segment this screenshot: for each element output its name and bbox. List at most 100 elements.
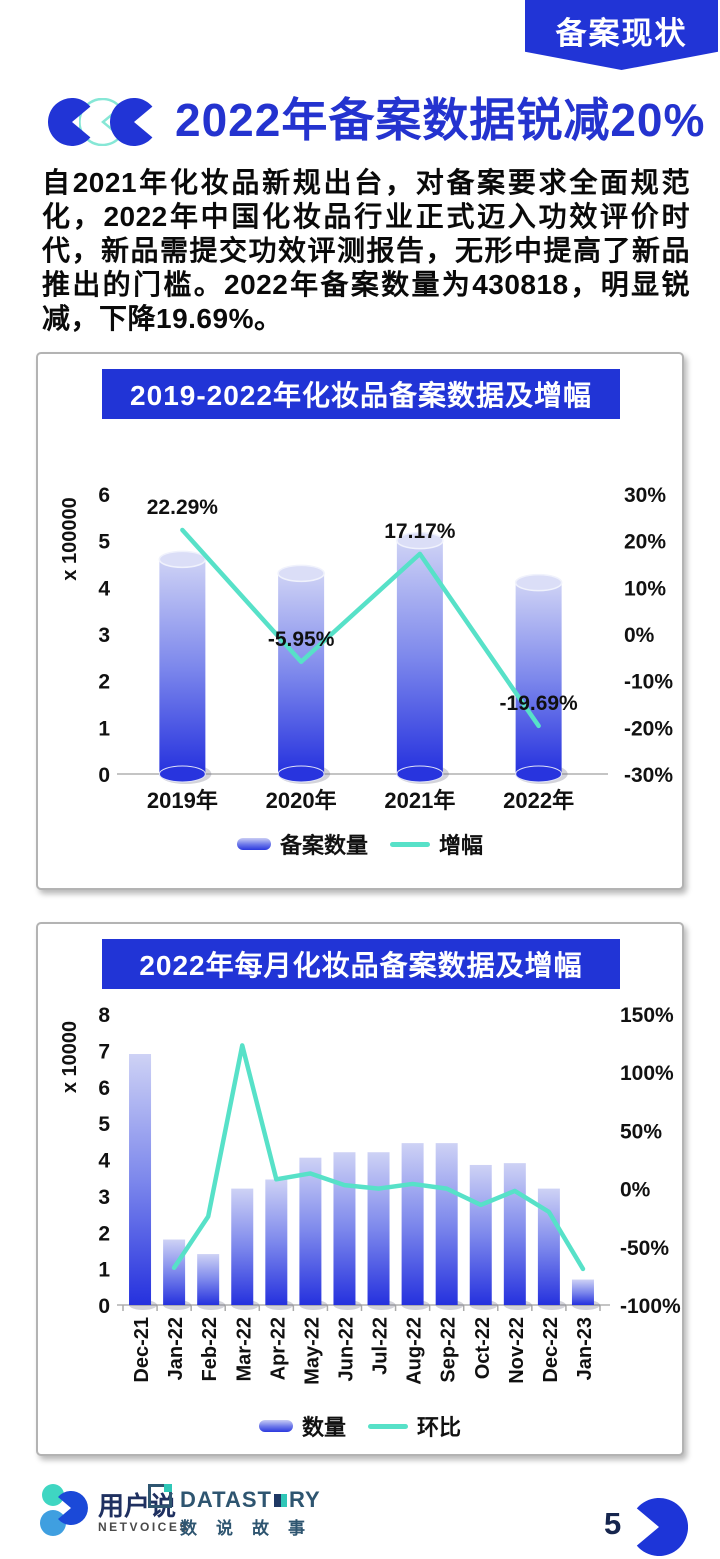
left-axis-tick: 8 [98, 1004, 110, 1027]
right-axis-tick: -20% [624, 717, 673, 740]
footer: 用户说 NETVOICES DATAST RY 数 说 故 事 5 [0, 1478, 720, 1559]
title-row: 2022年备案数据锐减20% [42, 88, 704, 148]
left-axis-tick: 6 [98, 1077, 110, 1100]
datastory-square-icon [273, 1493, 287, 1507]
right-axis-tick: -30% [624, 764, 673, 787]
bubble-teal-icon [42, 1484, 64, 1506]
left-axis-tick: 5 [98, 531, 110, 554]
bar-Oct-22 [469, 1164, 498, 1310]
x-axis-label: Sep-22 [438, 1317, 460, 1383]
bubble-lightblue-icon [40, 1510, 66, 1536]
right-axis-tick: -100% [620, 1295, 681, 1318]
monthly-chart-title: 2022年每月化妆品备案数据及增幅 [102, 939, 620, 989]
x-axis-label: Oct-22 [472, 1317, 494, 1379]
right-axis-tick: 0% [620, 1179, 651, 1202]
data-label: -19.69% [500, 692, 579, 715]
x-axis-label: May-22 [301, 1317, 323, 1385]
x-axis-label: Dec-21 [131, 1317, 153, 1383]
yearly-chart-canvas: 6 5 4 3 2 1 0 x 100000 30% 20% 10% 0% -10% -20% -30% 20… [59, 484, 673, 813]
legend-item: 增幅 [390, 828, 483, 860]
left-axis-label: x 100000 [59, 497, 81, 580]
datastory-name-end: RY [288, 1487, 321, 1512]
trend-line [171, 1043, 586, 1272]
x-axis-label: Feb-22 [199, 1317, 221, 1381]
bar-Mar-22 [231, 1188, 260, 1310]
chart-card-yearly: 6 5 4 3 2 1 0 x 100000 30% 20% 10% 0% -10% -20% -30% 20… [36, 352, 684, 890]
line-swatch-icon [390, 841, 430, 847]
datastory-name: DATAST RY [180, 1487, 321, 1513]
left-axis-tick: 7 [98, 1040, 110, 1063]
left-axis-tick: 4 [98, 577, 110, 600]
legend-label: 环比 [417, 1415, 462, 1440]
left-axis-tick: 5 [98, 1113, 110, 1136]
title-chevrons [48, 98, 168, 146]
trend-line [180, 527, 541, 729]
datastory-name-start: DATAST [180, 1487, 272, 1512]
bar-Jan-23 [571, 1279, 600, 1310]
right-axis-tick: 50% [620, 1120, 662, 1143]
chart-card-monthly: 8 7 6 5 4 3 2 1 0 x 10000 150% 100% 50% 0% -50% -100% De… [36, 922, 684, 1456]
chevron-pacman-icon [110, 98, 153, 146]
monthly-chart-legend: 数量 环比 [38, 1410, 682, 1442]
left-axis-tick: 6 [98, 484, 110, 507]
right-axis-tick: 150% [620, 1004, 674, 1027]
right-axis-tick: 0% [624, 624, 655, 647]
legend-label: 备案数量 [279, 833, 368, 858]
x-axis-label: Jan-22 [165, 1317, 187, 1380]
intro-paragraph: 自2021年化妆品新规出台，对备案要求全面规范化，2022年中国化妆品行业正式迈… [42, 167, 690, 334]
right-axis-tick: 20% [624, 531, 666, 554]
legend-label: 数量 [301, 1415, 346, 1440]
netvoices-logo-icon [40, 1484, 92, 1546]
bar-2022年 [514, 573, 568, 784]
section-badge-label: 备案现状 [555, 16, 688, 51]
x-axis-label: Apr-22 [267, 1317, 289, 1380]
datastory-logo-icon [148, 1484, 172, 1508]
bar-swatch-icon [258, 1420, 293, 1432]
data-label: 17.17% [384, 520, 456, 543]
line-swatch-icon [368, 1423, 408, 1429]
section-badge: 备案现状 [525, 0, 718, 70]
bar-2020年 [277, 564, 331, 784]
bar-Feb-22 [197, 1254, 226, 1310]
bar-Aug-22 [401, 1143, 430, 1310]
right-axis-tick: 100% [620, 1062, 674, 1085]
bar-Jul-22 [367, 1152, 396, 1310]
x-axis-label: Mar-22 [233, 1317, 255, 1381]
x-axis-label: Dec-22 [540, 1317, 562, 1383]
datastory-subtitle: 数 说 故 事 [180, 1519, 305, 1538]
right-axis-tick: -10% [624, 671, 673, 694]
legend-item: 数量 [258, 1410, 346, 1442]
left-axis-tick: 3 [98, 624, 110, 647]
left-axis-tick: 3 [98, 1186, 110, 1209]
yearly-chart-legend: 备案数量 增幅 [38, 828, 682, 860]
bar-Dec-21 [129, 1054, 158, 1310]
bar-Nov-22 [503, 1163, 532, 1310]
bar-2019年 [158, 550, 212, 784]
x-axis-label: 2022年 [503, 788, 574, 813]
x-axis-label: Nov-22 [506, 1317, 528, 1384]
data-label: 22.29% [147, 496, 219, 519]
x-axis-label: 2019年 [147, 788, 218, 813]
legend-label: 增幅 [439, 833, 484, 858]
left-axis-label: x 10000 [59, 1021, 81, 1093]
x-axis-label: Aug-22 [404, 1317, 426, 1385]
yearly-chart-title: 2019-2022年化妆品备案数据及增幅 [102, 369, 620, 419]
page-number: 5 [604, 1506, 622, 1541]
chevron-outline-icon [79, 98, 123, 146]
x-axis-label: Jul-22 [370, 1317, 392, 1375]
x-axis-label: 2020年 [266, 788, 337, 813]
bubble-blue-icon [58, 1491, 88, 1525]
right-axis-tick: 10% [624, 577, 666, 600]
left-axis-tick: 1 [98, 1259, 110, 1282]
page-pacman-icon [636, 1498, 688, 1556]
bar-swatch-icon [236, 838, 271, 850]
monthly-chart-canvas: 8 7 6 5 4 3 2 1 0 x 10000 150% 100% 50% 0% -50% -100% De… [59, 1004, 681, 1385]
chevron-pacman-icon [48, 98, 91, 146]
left-axis-tick: 1 [98, 717, 110, 740]
left-axis-tick: 2 [98, 1222, 110, 1245]
right-axis-tick: 30% [624, 484, 666, 507]
right-axis-tick: -50% [620, 1237, 669, 1260]
bar-Jun-22 [333, 1152, 362, 1310]
bar-Apr-22 [265, 1179, 294, 1310]
